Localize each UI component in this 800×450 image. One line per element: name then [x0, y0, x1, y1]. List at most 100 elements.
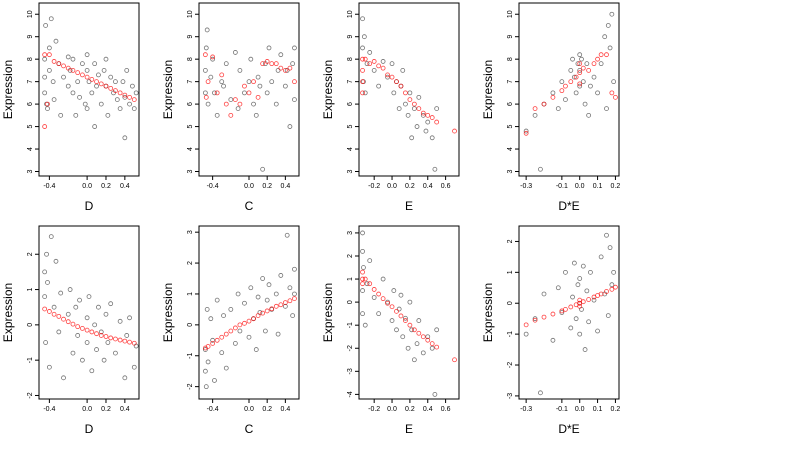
panel-1: -0.4 0.0 0.2 0.4 3 4 5 6 7 8 9 10 D Expression	[1, 2, 140, 213]
y-tick-label: 8	[347, 57, 354, 61]
data-point	[582, 101, 588, 107]
data-point	[204, 307, 210, 312]
data-point	[588, 269, 593, 275]
data-point	[403, 90, 408, 96]
data-point	[203, 45, 209, 51]
series-observed	[202, 27, 297, 172]
data-point	[425, 337, 431, 343]
data-point	[559, 88, 565, 94]
data-point	[228, 307, 234, 312]
data-point	[391, 288, 397, 293]
data-point	[219, 350, 225, 356]
data-point	[394, 79, 399, 85]
x-tick-label: -0.4	[43, 183, 55, 190]
data-point	[571, 74, 577, 80]
panel-5: -0.4 0.0 0.2 0.4 -2 -1 0 1 2 D Expression	[1, 225, 140, 436]
x-tick-label: -0.2	[368, 183, 380, 190]
data-point	[568, 304, 574, 310]
data-point	[532, 112, 538, 118]
data-point	[65, 54, 71, 60]
data-point	[131, 364, 137, 370]
data-point	[591, 61, 597, 67]
data-point	[423, 128, 429, 134]
y-tick-label: 6	[187, 102, 194, 106]
data-point	[205, 359, 211, 365]
data-point	[269, 306, 275, 312]
data-point	[89, 90, 95, 96]
data-point	[407, 97, 413, 103]
data-point	[586, 68, 592, 73]
data-point	[376, 63, 382, 69]
data-point	[361, 265, 366, 270]
series-fitted	[202, 296, 297, 351]
data-point	[568, 79, 574, 85]
data-point	[452, 128, 457, 134]
y-tick-label: 0	[347, 300, 354, 304]
data-point	[43, 340, 49, 345]
data-point	[575, 61, 581, 67]
x-tick-label: -0.1	[556, 183, 568, 190]
data-point	[432, 391, 438, 397]
data-point	[380, 59, 386, 64]
data-point	[260, 276, 266, 281]
data-point	[94, 83, 99, 89]
data-point	[398, 292, 404, 298]
y-axis-label: Expression	[1, 283, 15, 342]
data-point	[452, 357, 457, 363]
data-point	[51, 59, 57, 64]
data-point	[362, 56, 368, 62]
data-point	[273, 101, 279, 107]
x-tick-label: -0.4	[43, 406, 55, 413]
data-point	[273, 303, 279, 309]
y-tick-label: -1	[507, 331, 514, 337]
data-point	[292, 296, 297, 301]
data-point	[400, 334, 406, 340]
data-point	[232, 325, 238, 331]
data-point	[70, 90, 76, 96]
series-fitted	[202, 52, 297, 118]
data-point	[360, 288, 365, 293]
data-point	[75, 333, 81, 338]
y-tick-label: 6	[347, 102, 354, 106]
y-tick-label: 10	[507, 10, 514, 18]
data-point	[84, 106, 90, 111]
y-tick-label: 9	[507, 35, 514, 39]
data-point	[98, 329, 104, 335]
data-point	[219, 79, 225, 85]
data-point	[223, 365, 229, 371]
data-point	[202, 52, 208, 58]
data-point	[260, 310, 266, 316]
data-point	[113, 350, 118, 356]
data-point	[228, 328, 234, 334]
data-point	[605, 313, 611, 318]
data-point	[287, 298, 293, 304]
data-point	[212, 378, 217, 383]
data-point	[42, 52, 48, 58]
data-point	[555, 285, 561, 291]
plot-frame	[518, 2, 620, 177]
data-point	[398, 313, 404, 319]
x-axis-label: C	[245, 199, 254, 213]
data-point	[360, 45, 365, 51]
data-point	[237, 101, 243, 107]
data-point	[108, 74, 114, 80]
data-point	[45, 101, 50, 107]
y-tick-label: -4	[347, 391, 354, 397]
data-point	[120, 79, 126, 85]
data-point	[77, 94, 82, 100]
y-tick-label: 2	[347, 254, 354, 258]
data-point	[251, 101, 256, 107]
data-point	[523, 130, 529, 136]
data-point	[96, 72, 101, 78]
data-point	[538, 390, 543, 396]
data-point	[400, 68, 406, 73]
data-point	[407, 322, 413, 328]
data-point	[117, 337, 123, 343]
y-tick-label: 10	[187, 10, 194, 18]
data-point	[282, 300, 288, 306]
panel-3: -0.2 0.0 0.2 0.4 0.6 3 4 5 6 7 8 9 10 E Expression	[321, 2, 460, 213]
data-point	[292, 291, 297, 297]
data-point	[420, 110, 426, 116]
data-point	[124, 68, 130, 73]
y-tick-label: 4	[347, 147, 354, 151]
